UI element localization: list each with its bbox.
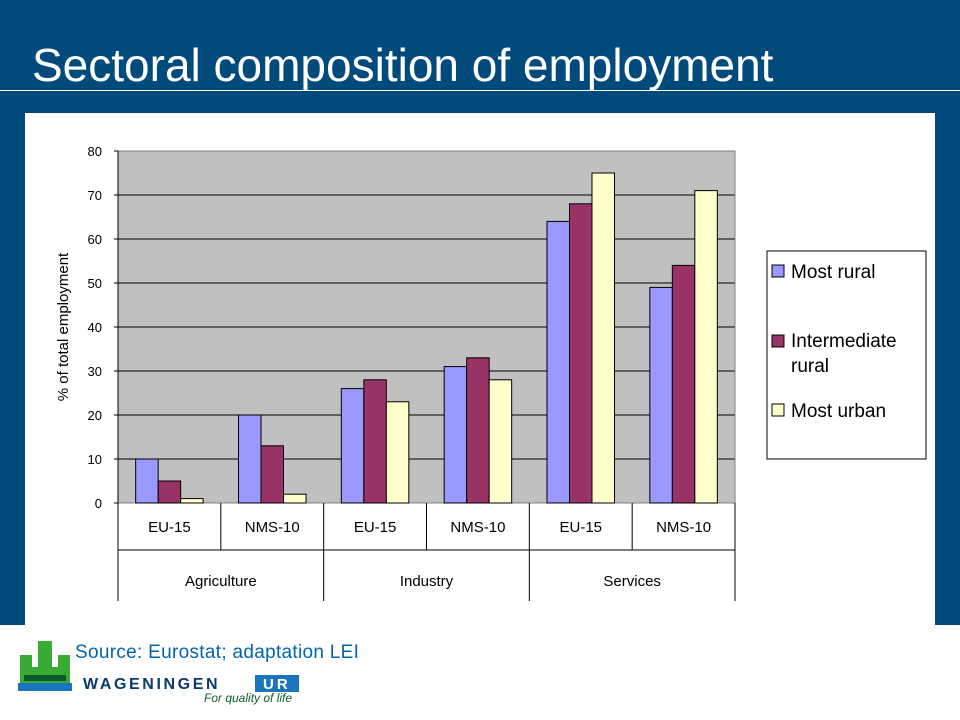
x-tick-label: NMS-10 xyxy=(656,519,711,536)
bar-1-6 xyxy=(649,286,673,504)
bar-3-5 xyxy=(591,172,615,504)
legend-swatch xyxy=(771,334,785,348)
slide-title: Sectoral composition of employment xyxy=(32,39,774,91)
source-note: Source: Eurostat; adaptation LEI xyxy=(75,642,360,663)
legend-label: Intermediate rural xyxy=(791,331,897,377)
bar-2-2 xyxy=(260,445,284,504)
legend-swatch xyxy=(771,264,785,278)
legend-label: Most rural xyxy=(791,262,875,283)
wordmark-text: WAGENINGEN xyxy=(83,676,220,692)
x-group-label: Agriculture xyxy=(185,573,257,590)
bar-chart: 0 10 20 30 40 50 60 70 80 % of total employment EU… xyxy=(55,144,927,601)
y-tick-label: 40 xyxy=(88,320,102,335)
bar-3-3 xyxy=(385,401,410,504)
legend-label: Most urban xyxy=(791,401,886,422)
y-tick-label: 80 xyxy=(88,144,102,159)
x-tick-label: EU-15 xyxy=(148,519,191,536)
bar-3-6 xyxy=(694,190,718,504)
legend-swatch xyxy=(771,403,785,417)
x-tick-label: EU-15 xyxy=(559,519,602,536)
wageningen-logo-icon xyxy=(14,637,76,695)
x-group-label: Services xyxy=(603,573,661,590)
bar-1-3 xyxy=(340,388,365,504)
x-group-label: Industry xyxy=(400,573,454,590)
bar-1-4 xyxy=(443,366,468,504)
y-tick-label: 20 xyxy=(88,408,102,423)
y-tick-label: 10 xyxy=(88,452,102,467)
y-tick-label: 60 xyxy=(88,232,102,247)
bar-2-6 xyxy=(671,264,696,504)
bar-1-5 xyxy=(546,220,570,504)
legend-box xyxy=(766,250,927,460)
y-tick-label: 70 xyxy=(88,188,102,203)
bar-2-3 xyxy=(363,379,387,504)
footer: Source: Eurostat; adaptation LEI WAGENIN… xyxy=(0,625,960,720)
y-tick-label: 0 xyxy=(95,496,102,511)
wordmark-ur: UR xyxy=(263,676,291,692)
title-divider xyxy=(0,90,960,91)
x-tick-label: NMS-10 xyxy=(245,519,300,536)
y-tick-label: 50 xyxy=(88,276,102,291)
bar-2-4 xyxy=(466,357,490,504)
x-tick-label: EU-15 xyxy=(354,519,397,536)
bar-3-4 xyxy=(488,379,513,504)
bar-1-1 xyxy=(135,458,159,504)
y-tick-label: 30 xyxy=(88,364,102,379)
chart-panel: 0 10 20 30 40 50 60 70 80 % of total employment EU… xyxy=(25,113,935,625)
wageningen-ur-wordmark: WAGENINGEN UR xyxy=(83,675,299,692)
bar-3-1 xyxy=(180,498,204,504)
bar-1-2 xyxy=(238,414,262,504)
logo-tagline: For quality of life xyxy=(204,691,293,705)
bar-2-5 xyxy=(569,203,593,504)
x-tick-label: NMS-10 xyxy=(450,519,505,536)
y-axis-label: % of total employment xyxy=(55,252,72,401)
bar-2-1 xyxy=(157,480,182,504)
bar-3-2 xyxy=(283,493,307,504)
